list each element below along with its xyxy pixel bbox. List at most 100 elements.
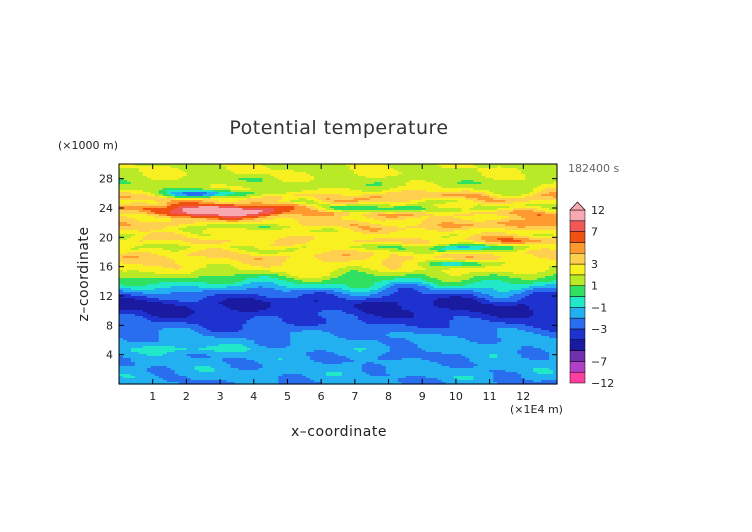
heatmap-cell (290, 234, 295, 237)
heatmap-cell (274, 242, 279, 245)
heatmap-cell (150, 242, 156, 245)
heatmap-cell (489, 214, 494, 217)
heatmap-cell (338, 180, 343, 183)
heatmap-cell (278, 194, 283, 197)
heatmap-cell (389, 208, 395, 211)
heatmap-cell (553, 188, 558, 191)
heatmap-cell (130, 180, 136, 183)
heatmap-cell (198, 212, 204, 215)
heatmap-cell (381, 236, 387, 239)
heatmap-cell (186, 178, 192, 181)
heatmap-cell (146, 166, 152, 169)
heatmap-cell (170, 232, 176, 235)
heatmap-cell (182, 246, 188, 249)
heatmap-cell (501, 176, 506, 179)
heatmap-cell (222, 218, 228, 221)
heatmap-cell (437, 236, 443, 239)
heatmap-cell (318, 246, 323, 249)
heatmap-cell (150, 196, 156, 199)
heatmap-cell (493, 252, 498, 255)
heatmap-cell (206, 194, 212, 197)
heatmap-cell (242, 172, 248, 175)
heatmap-cell (353, 186, 359, 189)
heatmap-cell (413, 224, 419, 227)
heatmap-cell (533, 234, 538, 237)
heatmap-cell (242, 204, 248, 207)
heatmap-cell (521, 216, 526, 219)
heatmap-cell (381, 224, 387, 227)
heatmap-cell (282, 226, 287, 229)
heatmap-cell (365, 230, 371, 233)
heatmap-cell (174, 250, 180, 253)
heatmap-cell (389, 202, 395, 205)
heatmap-cell (226, 214, 232, 217)
heatmap-cell (489, 170, 494, 173)
heatmap-cell (226, 222, 232, 225)
heatmap-cell (437, 230, 443, 233)
heatmap-cell (198, 252, 204, 255)
heatmap-cell (262, 240, 267, 243)
heatmap-cell (369, 230, 375, 233)
heatmap-cell (521, 178, 526, 181)
heatmap-cell (138, 224, 144, 227)
heatmap-cell (166, 244, 172, 247)
heatmap-cell (393, 208, 399, 211)
heatmap-cell (361, 204, 367, 207)
heatmap-cell (465, 172, 470, 175)
heatmap-cell (122, 200, 128, 203)
heatmap-cell (345, 174, 351, 177)
heatmap-cell (477, 196, 482, 199)
heatmap-cell (290, 192, 295, 195)
heatmap-cell (142, 218, 148, 221)
heatmap-cell (119, 188, 124, 191)
heatmap-cell (250, 196, 255, 199)
heatmap-cell (162, 164, 168, 167)
heatmap-cell (222, 212, 228, 215)
heatmap-cell (537, 252, 542, 255)
heatmap-cell (202, 232, 208, 235)
heatmap-cell (126, 222, 132, 225)
heatmap-cell (134, 230, 140, 233)
heatmap-cell (182, 192, 188, 195)
heatmap-cell (186, 198, 192, 201)
heatmap-cell (182, 214, 188, 217)
heatmap-cell (162, 176, 168, 179)
heatmap-cell (322, 194, 327, 197)
heatmap-cell (417, 220, 423, 223)
heatmap-cell (278, 180, 283, 183)
heatmap-cell (130, 200, 136, 203)
heatmap-cell (493, 232, 498, 235)
heatmap-cell (529, 218, 534, 221)
heatmap-cell (437, 212, 443, 215)
heatmap-cell (182, 226, 188, 229)
heatmap-cell (493, 188, 498, 191)
heatmap-cell (377, 200, 383, 203)
heatmap-cell (353, 252, 359, 255)
heatmap-cell (405, 250, 411, 253)
heatmap-cell (501, 194, 506, 197)
heatmap-cell (413, 200, 419, 203)
heatmap-cell (262, 184, 267, 187)
heatmap-cell (437, 250, 443, 253)
heatmap-cell (214, 188, 220, 191)
heatmap-cell (517, 166, 522, 169)
heatmap-cell (485, 184, 490, 187)
heatmap-cell (250, 254, 255, 257)
heatmap-cell (294, 226, 299, 229)
heatmap-cell (190, 210, 196, 213)
heatmap-cell (457, 236, 463, 239)
heatmap-cell (150, 174, 156, 177)
heatmap-cell (413, 240, 419, 243)
heatmap-cell (330, 206, 335, 209)
heatmap-cell (178, 172, 184, 175)
heatmap-cell (298, 224, 303, 227)
heatmap-cell (381, 170, 387, 173)
heatmap-cell (361, 174, 367, 177)
heatmap-cell (170, 178, 176, 181)
heatmap-cell (409, 188, 415, 191)
heatmap-cell (230, 212, 236, 215)
heatmap-cell (174, 232, 180, 235)
heatmap-cell (278, 222, 283, 225)
heatmap-cell (545, 210, 550, 213)
heatmap-cell (537, 228, 542, 231)
